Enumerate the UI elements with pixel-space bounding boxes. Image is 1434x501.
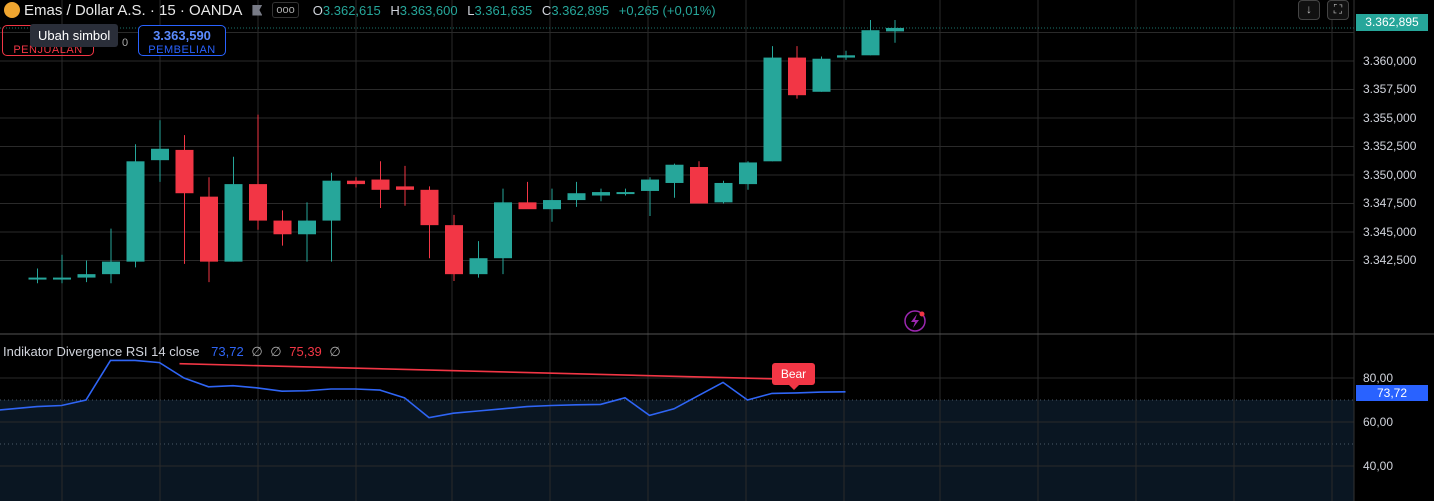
- candle-body-28: [714, 182, 733, 203]
- candle-body-16: [420, 189, 439, 226]
- lightning-icon: [904, 310, 926, 332]
- candle-body-21: [543, 200, 561, 210]
- empty-value-3: ∅: [329, 344, 341, 359]
- change-value: +0,265 (+0,01%): [618, 2, 716, 18]
- candle-body-5: [151, 148, 169, 161]
- fullscreen-icon[interactable]: ⛶: [1327, 0, 1349, 20]
- symbol-name[interactable]: Emas / Dollar A.S. · 15 · OANDA: [24, 1, 243, 19]
- sell-label: PENJUALAN: [13, 44, 83, 56]
- candle-body-29: [739, 162, 757, 185]
- candle-body-23: [592, 192, 610, 196]
- indicator-legend[interactable]: Indikator Divergence RSI 14 close 73,72 …: [3, 344, 341, 360]
- candle-body-22: [567, 193, 586, 201]
- candle-body-18: [469, 258, 488, 275]
- price-tick-label: 3.342,500: [1363, 253, 1417, 268]
- candle-body-26: [665, 164, 684, 183]
- candle-body-9: [249, 184, 267, 221]
- candle-body-10: [273, 220, 292, 235]
- price-tick-label: 3.352,500: [1363, 139, 1417, 154]
- candle-body-31: [788, 57, 806, 96]
- spread-value: 0: [122, 37, 129, 49]
- lightning-bolt: [911, 314, 919, 328]
- candle-body-2: [77, 274, 96, 278]
- candle-body-24: [616, 192, 635, 195]
- candle-body-13: [347, 180, 365, 185]
- candle-body-17: [445, 225, 463, 275]
- candle-body-32: [812, 58, 831, 92]
- buy-label: PEMBELIAN: [148, 44, 216, 56]
- buy-button[interactable]: 3.363,590 PEMBELIAN: [138, 25, 226, 56]
- candle-body-27: [690, 167, 708, 204]
- low-label: L: [467, 2, 475, 18]
- candle-body-0: [28, 277, 47, 280]
- gold-logo-icon: [4, 2, 20, 18]
- candle-body-7: [200, 196, 218, 262]
- price-tick-label: 3.350,000: [1363, 167, 1417, 182]
- price-tick-label: 3.360,000: [1363, 54, 1417, 68]
- open-value: 3.362,615: [322, 2, 381, 18]
- divergence-level-value: 75,39: [289, 344, 322, 359]
- divergence-line: [179, 362, 785, 380]
- candle-body-15: [396, 186, 414, 190]
- candle-body-25: [641, 179, 659, 191]
- candle-body-11: [298, 220, 316, 235]
- high-value: 3.363,600: [399, 2, 458, 18]
- candle-body-14: [371, 179, 390, 190]
- price-tick-label: 3.345,000: [1363, 224, 1417, 239]
- current-price-label: 3.362,895: [1356, 14, 1428, 31]
- candle-body-8: [224, 184, 243, 262]
- buy-price: 3.363,590: [153, 28, 211, 43]
- candle-body-33: [837, 55, 855, 58]
- bear-divergence-label: Bear: [772, 363, 815, 390]
- flag-icon[interactable]: [252, 4, 263, 16]
- candle-body-34: [861, 30, 880, 56]
- rsi-value: 73,72: [211, 344, 244, 359]
- current-rsi-label: 73,72: [1356, 385, 1428, 401]
- close-label: C: [541, 2, 552, 18]
- empty-value-1: ∅: [251, 344, 263, 359]
- candle-body-19: [494, 202, 512, 259]
- candle-body-30: [763, 57, 782, 162]
- open-label: O: [312, 2, 323, 18]
- more-options-icon[interactable]: ooo: [272, 2, 299, 18]
- candle-body-6: [175, 149, 194, 194]
- rsi-band: [0, 400, 1354, 501]
- candle-body-4: [126, 161, 145, 262]
- candle-body-20: [518, 202, 537, 210]
- price-tick-label: 3.347,500: [1363, 196, 1417, 211]
- alert-dot: [919, 311, 925, 317]
- candle-body-3: [102, 261, 120, 275]
- rsi-tick-label: 60,00: [1363, 415, 1394, 429]
- scroll-down-icon[interactable]: ↓: [1298, 0, 1320, 20]
- rsi-tick-label: 40,00: [1363, 459, 1394, 473]
- price-tick-label: 3.357,500: [1363, 82, 1417, 97]
- change-symbol-tooltip: Ubah simbol: [30, 24, 119, 47]
- close-value: 3.362,895: [551, 2, 610, 18]
- ohlc-values: O3.362,615 H3.363,600 L3.361,635 C3.362,…: [307, 3, 716, 18]
- high-label: H: [390, 2, 400, 18]
- price-tick-label: 3.355,000: [1363, 110, 1417, 125]
- empty-value-2: ∅: [270, 344, 282, 359]
- candle-body-12: [322, 180, 341, 221]
- rsi-tick-label: 80,00: [1363, 371, 1394, 385]
- indicator-title: Indikator Divergence RSI 14 close: [3, 344, 200, 359]
- low-value: 3.361,635: [474, 2, 533, 18]
- candle-body-35: [886, 27, 904, 32]
- candle-body-1: [53, 277, 71, 280]
- chart-header: Emas / Dollar A.S. · 15 · OANDA ooo O3.3…: [0, 0, 716, 20]
- rsi-line: [0, 359, 846, 419]
